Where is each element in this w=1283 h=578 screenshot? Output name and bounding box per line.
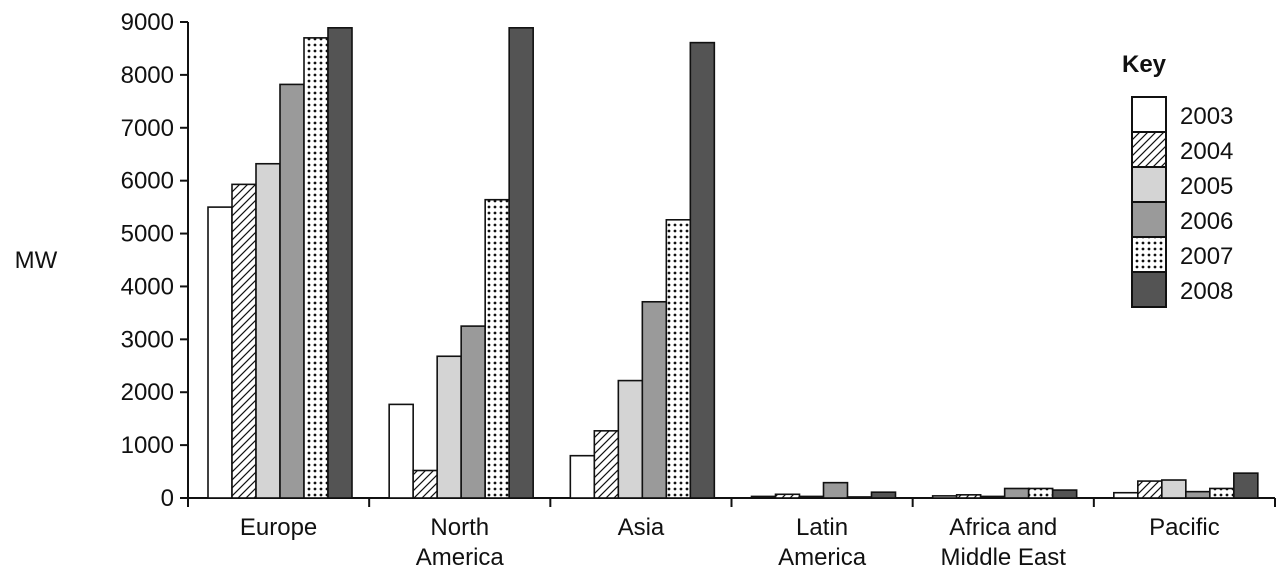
y-tick-label: 0	[161, 485, 174, 512]
legend-label: 2004	[1180, 138, 1233, 165]
bar-2006-5	[1185, 490, 1211, 499]
y-tick-label: 4000	[121, 273, 174, 300]
bar-2005-5	[1161, 479, 1187, 499]
x-category-label: Pacific	[1149, 514, 1220, 541]
legend-title: Key	[1122, 51, 1167, 78]
x-category-label: America	[778, 544, 867, 571]
bar-2003-5	[1113, 491, 1139, 499]
x-category-label: America	[416, 544, 505, 571]
bar-2008-5	[1233, 472, 1259, 499]
bar-2003-2	[569, 454, 596, 499]
bar-2004-5	[1137, 480, 1163, 499]
bar-2007-2	[665, 219, 692, 499]
x-category-label: Europe	[240, 514, 317, 541]
y-tick-label: 2000	[121, 379, 174, 406]
bar-2005-3	[798, 495, 825, 499]
bar-2008-0	[327, 27, 353, 499]
bar-2007-3	[846, 496, 873, 499]
y-axis-title: MW	[15, 247, 58, 274]
bar-2008-2	[689, 41, 716, 499]
bar-2006-1	[460, 325, 486, 499]
bar-2006-0	[279, 83, 305, 499]
y-tick-label: 5000	[121, 221, 174, 248]
legend-label: 2008	[1180, 278, 1233, 305]
y-tick-label: 8000	[121, 62, 174, 89]
bar-2008-3	[870, 491, 897, 499]
bar-2006-4	[1003, 487, 1030, 499]
legend-label: 2005	[1180, 173, 1233, 200]
x-category-label: Middle East	[941, 544, 1067, 571]
legend-swatch-2008	[1131, 271, 1167, 308]
bar-2007-4	[1027, 487, 1054, 499]
legend-label: 2007	[1180, 243, 1233, 270]
bar-2005-1	[436, 355, 462, 499]
legend-swatch-2004	[1131, 131, 1167, 168]
bar-2007-1	[484, 198, 510, 499]
bar-2008-1	[508, 27, 534, 499]
bar-2007-0	[303, 37, 329, 499]
bar-2008-4	[1051, 489, 1078, 499]
legend-swatch-2003	[1131, 96, 1167, 133]
bar-2004-3	[774, 493, 801, 499]
y-tick-label: 1000	[121, 432, 174, 459]
bar-2004-1	[412, 469, 438, 499]
y-tick-label: 6000	[121, 168, 174, 195]
bar-2005-4	[979, 495, 1006, 499]
y-tick-label: 9000	[121, 9, 174, 36]
bar-2005-0	[255, 162, 281, 499]
legend-label: 2003	[1180, 103, 1233, 130]
legend-swatch-2007	[1131, 236, 1167, 273]
bar-2003-3	[750, 495, 777, 499]
bar-2003-4	[931, 495, 958, 499]
bar-2005-2	[617, 379, 644, 499]
bar-2007-5	[1209, 487, 1235, 499]
legend-swatch-2006	[1131, 201, 1167, 238]
bar-2003-1	[388, 403, 414, 499]
bar-2004-2	[593, 430, 620, 499]
legend-swatch-2005	[1131, 166, 1167, 203]
x-category-label: Asia	[618, 514, 665, 541]
y-tick-label: 7000	[121, 115, 174, 142]
legend-label: 2006	[1180, 208, 1233, 235]
x-category-label: North	[430, 514, 489, 541]
bar-2006-3	[822, 481, 849, 499]
bar-2003-0	[207, 206, 233, 499]
bar-2004-4	[955, 494, 982, 499]
x-category-label: Latin	[796, 514, 848, 541]
y-tick-label: 3000	[121, 326, 174, 353]
bar-2006-2	[641, 300, 668, 499]
bar-2004-0	[231, 183, 257, 499]
x-category-label: Africa and	[949, 514, 1057, 541]
